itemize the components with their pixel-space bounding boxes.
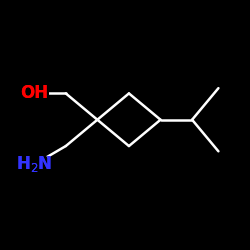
Text: H$_2$N: H$_2$N — [16, 154, 52, 174]
Text: OH: OH — [20, 84, 48, 102]
Text: H$_2$N: H$_2$N — [16, 154, 52, 174]
Text: OH: OH — [20, 84, 48, 102]
